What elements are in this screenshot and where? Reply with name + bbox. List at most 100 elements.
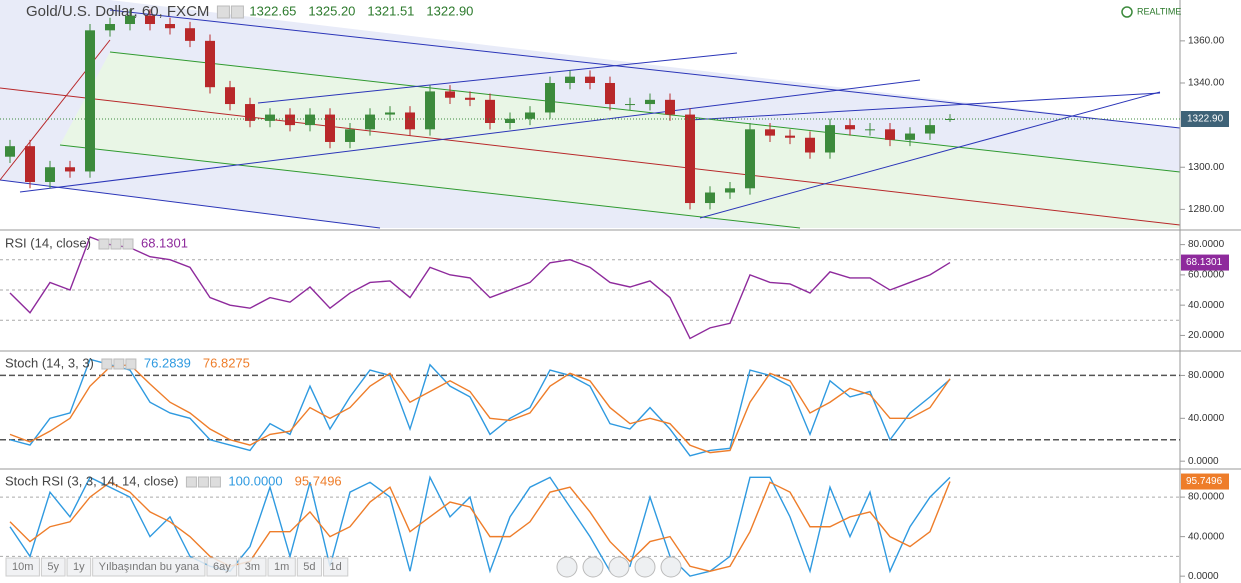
- header-value: 76.2839: [144, 355, 191, 370]
- y-tick-label: 1300.00: [1188, 162, 1225, 173]
- nav-button[interactable]: [556, 556, 578, 578]
- trend-line: [257, 52, 738, 104]
- candle-body: [505, 118, 515, 124]
- candle-body: [445, 91, 455, 98]
- candle-body: [785, 135, 795, 138]
- y-tick-label: 20.0000: [1188, 330, 1225, 341]
- candle-body: [885, 129, 895, 140]
- range-label[interactable]: 5d: [303, 561, 315, 573]
- candle-body: [645, 99, 655, 105]
- candle-body: [405, 112, 415, 130]
- last-value-box: [1181, 254, 1229, 271]
- y-tick-label: 1280.00: [1188, 204, 1225, 215]
- y-tick-label: 80.0000: [1188, 239, 1225, 250]
- pane-button[interactable]: [101, 358, 113, 370]
- candle-body: [585, 76, 595, 83]
- indicator-line: [9, 481, 951, 572]
- header-value: 95.7496: [295, 473, 342, 488]
- range-label[interactable]: 5y: [47, 561, 59, 573]
- last-price-label: 1322.90: [1187, 114, 1224, 125]
- y-tick-label: 1340.00: [1188, 78, 1225, 89]
- y-tick-label: 0.0000: [1188, 456, 1219, 467]
- pane-button[interactable]: [185, 476, 197, 488]
- nav-button[interactable]: [582, 556, 604, 578]
- pane-button[interactable]: [125, 358, 137, 370]
- trend-line: [0, 179, 381, 229]
- nav-button[interactable]: [660, 556, 682, 578]
- candle-body: [765, 129, 775, 136]
- candle-body: [705, 192, 715, 204]
- pane-button[interactable]: [209, 476, 221, 488]
- range-button[interactable]: 5d: [296, 557, 323, 577]
- pane-button[interactable]: [110, 238, 122, 250]
- indicator-line: [9, 358, 951, 457]
- pane-button[interactable]: [197, 476, 209, 488]
- candle-body: [105, 24, 115, 31]
- range-box[interactable]: [296, 557, 323, 577]
- nav-button[interactable]: [608, 556, 630, 578]
- candle-body: [245, 104, 255, 121]
- header-value: 100.0000: [228, 473, 282, 488]
- range-label[interactable]: 1y: [73, 561, 85, 573]
- y-tick-label: 60.0000: [1188, 270, 1225, 281]
- range-button[interactable]: 5y: [40, 557, 66, 577]
- y-tick-label: 40.0000: [1188, 300, 1225, 311]
- range-box[interactable]: [206, 557, 238, 577]
- candle-body: [365, 114, 375, 130]
- candle-body: [625, 104, 635, 106]
- range-box[interactable]: [267, 557, 296, 577]
- pane-title: Stoch (14, 3, 3): [5, 355, 94, 370]
- candle-body: [845, 125, 855, 130]
- pane-button[interactable]: [122, 238, 134, 250]
- range-box[interactable]: [66, 557, 92, 577]
- candle-body: [865, 129, 875, 131]
- candle-body: [205, 40, 215, 88]
- trend-line: [699, 91, 1161, 219]
- range-button[interactable]: 1y: [66, 557, 92, 577]
- candle-body: [145, 15, 155, 25]
- nav-button[interactable]: [634, 556, 656, 578]
- pane-button[interactable]: [216, 5, 230, 19]
- candle-body: [305, 114, 315, 126]
- range-button[interactable]: Yılbaşından bu yana: [92, 557, 206, 577]
- candle-body: [525, 112, 535, 119]
- range-button[interactable]: 10m: [5, 557, 40, 577]
- candle-body: [45, 167, 55, 182]
- pane-title: Stoch RSI (3, 3, 14, 14, close): [5, 473, 178, 488]
- header-value: 1325.20: [308, 3, 355, 18]
- range-button[interactable]: 6ay: [206, 557, 238, 577]
- range-box[interactable]: [5, 557, 40, 577]
- y-tick-label: 0.0000: [1188, 571, 1219, 582]
- trend-line: [59, 144, 801, 229]
- pane-button[interactable]: [98, 238, 110, 250]
- range-label[interactable]: 1d: [330, 561, 342, 573]
- indicator-line: [9, 363, 951, 454]
- range-button[interactable]: 3m: [238, 557, 267, 577]
- range-box[interactable]: [323, 557, 349, 577]
- range-label[interactable]: Yılbaşından bu yana: [99, 561, 200, 573]
- candle-body: [805, 137, 815, 153]
- range-box[interactable]: [40, 557, 66, 577]
- candle-body: [565, 76, 575, 83]
- range-label[interactable]: 6ay: [213, 561, 231, 573]
- range-label[interactable]: 10m: [12, 561, 33, 573]
- range-button[interactable]: 1m: [267, 557, 296, 577]
- candle-body: [425, 91, 435, 130]
- candle-body: [25, 146, 35, 182]
- range-box[interactable]: [238, 557, 267, 577]
- range-label[interactable]: 3m: [245, 561, 260, 573]
- range-box[interactable]: [92, 557, 206, 577]
- pane-button[interactable]: [113, 358, 125, 370]
- candle-body: [685, 114, 695, 204]
- trend-line: [109, 9, 1181, 129]
- candle-body: [265, 114, 275, 121]
- trend-line: [0, 87, 1181, 226]
- candle-body: [485, 99, 495, 124]
- candle-body: [5, 146, 15, 157]
- pane-button[interactable]: [230, 5, 244, 19]
- range-label[interactable]: 1m: [274, 561, 289, 573]
- range-button[interactable]: 1d: [323, 557, 349, 577]
- candle-body: [185, 28, 195, 41]
